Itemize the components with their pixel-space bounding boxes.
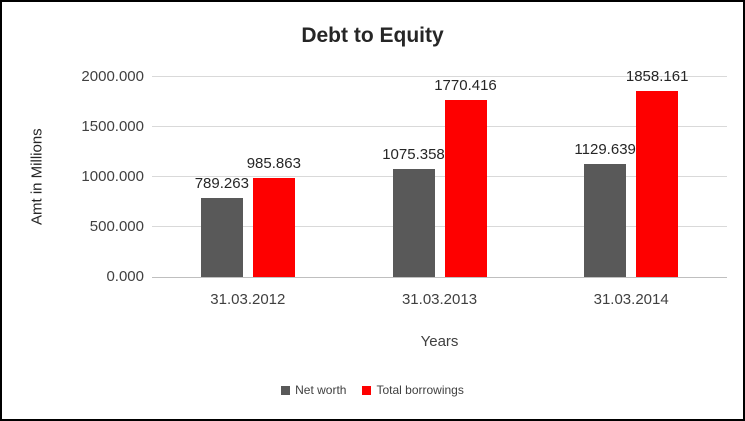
gridline — [152, 76, 727, 77]
y-axis-tick-labels: 0.000 500.000 1000.000 1500.000 2000.000 — [54, 68, 144, 285]
y-tick-label: 500.000 — [89, 218, 144, 235]
x-category-label: 31.03.2014 — [593, 291, 669, 308]
bar-total-borrowings — [444, 99, 487, 277]
y-tick-label: 2000.000 — [81, 68, 144, 85]
gridline — [152, 226, 727, 227]
x-axis-line — [152, 277, 727, 278]
y-tick-label: 1000.000 — [81, 168, 144, 185]
bar-value-label: 1770.416 — [434, 76, 497, 94]
y-tick-label: 0.000 — [106, 268, 144, 285]
bar-total-borrowings — [252, 178, 295, 277]
y-tick-label: 1500.000 — [81, 118, 144, 135]
x-category-label: 31.03.2013 — [401, 291, 478, 308]
gridline — [152, 176, 727, 177]
y-axis-title: Amt in Millions — [28, 128, 46, 226]
legend-item-total-borrowings: Total borrowings — [362, 383, 464, 397]
x-axis-title: Years — [420, 333, 459, 350]
legend-swatch-icon — [362, 385, 372, 395]
bar-net-worth — [584, 164, 627, 277]
bar-value-label: 1129.639 — [574, 141, 636, 159]
legend-swatch-icon — [281, 385, 291, 395]
x-category-label: 31.03.2012 — [210, 291, 286, 308]
gridline — [152, 126, 727, 127]
plot-area: 789.263 985.863 31.03.2012 1075.358 1770.416… — [152, 68, 727, 308]
bar-total-borrowings — [636, 91, 679, 277]
bar-value-label: 1858.161 — [625, 68, 689, 86]
bar-value-label: 1075.358 — [382, 146, 445, 164]
legend-item-net-worth: Net worth — [281, 383, 346, 397]
bar-value-label: 789.263 — [194, 175, 249, 193]
legend-label: Net worth — [295, 383, 347, 397]
bar-value-label: 985.863 — [246, 155, 301, 173]
legend-label: Total borrowings — [376, 383, 464, 397]
bar-net-worth — [200, 198, 243, 277]
bar-net-worth — [392, 169, 435, 277]
chart-title: Debt to Equity — [301, 24, 444, 47]
legend: Net worth Total borrowings — [2, 383, 743, 397]
